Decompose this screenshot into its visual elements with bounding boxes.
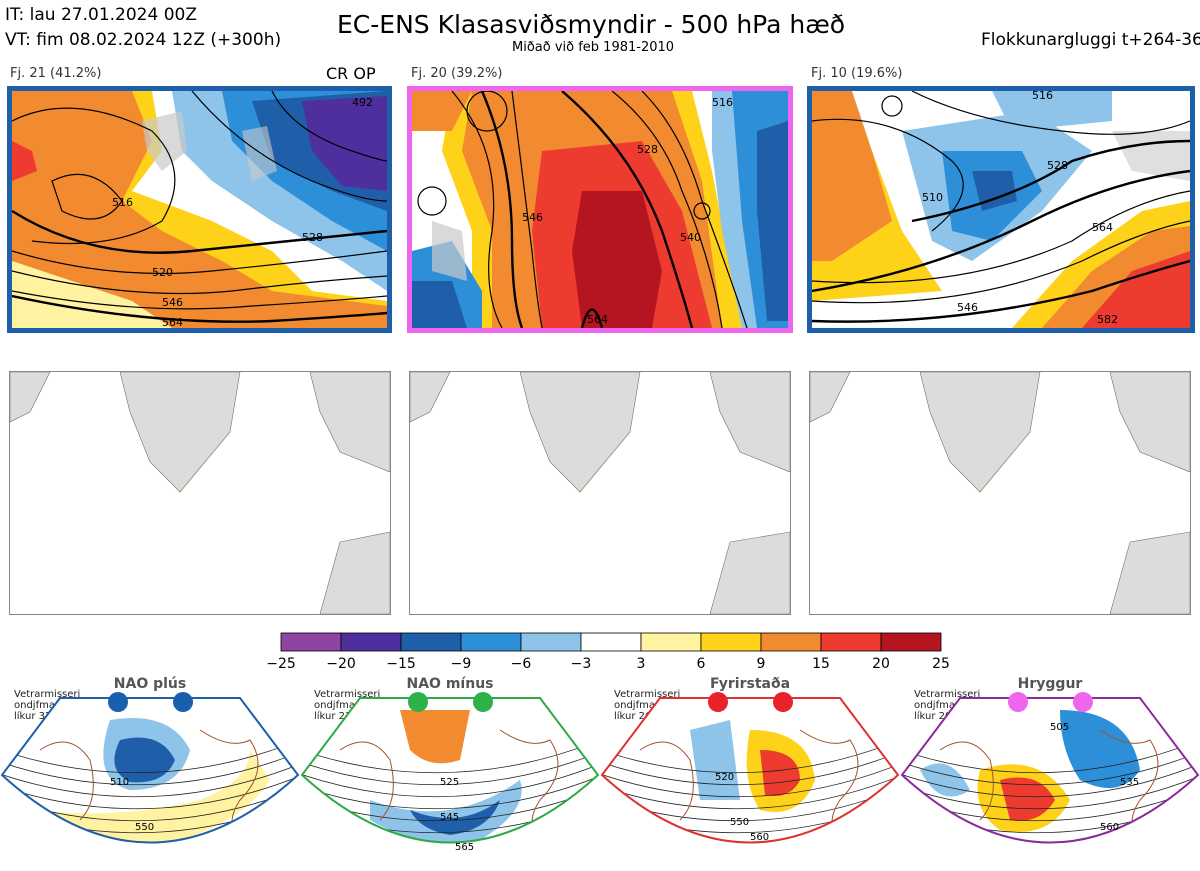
contour-label: 546 (957, 301, 978, 314)
colorbar (280, 632, 942, 652)
contour-label: 582 (1097, 313, 1118, 326)
contour-label: 528 (637, 143, 658, 156)
contour-label: 564 (162, 316, 183, 328)
contour-label: 528 (302, 231, 323, 244)
colorbar-tick-label: 6 (696, 656, 706, 672)
colorbar-tick-label: 15 (812, 656, 830, 672)
contour-label: 510 (922, 191, 943, 204)
regime-marker-dot (408, 692, 428, 712)
regime-contour-label: 550 (730, 817, 749, 828)
contour-label: 564 (587, 313, 608, 326)
regime-contour-label: 550 (135, 822, 154, 833)
colorbar-swatch (520, 632, 582, 652)
cluster-2-map: 528 546 540 564 516 (407, 86, 793, 333)
contour-label: 516 (712, 96, 733, 109)
cluster-1-tag: CR OP (326, 64, 376, 83)
colorbar-swatch (820, 632, 882, 652)
regime-description: líkur 26,1% (614, 711, 671, 722)
regime-contour-label: 545 (440, 812, 459, 823)
regime-title: Hryggur (1017, 676, 1083, 692)
regime-marker-dot (473, 692, 493, 712)
regime-description: ondjfma (914, 700, 955, 711)
regime-marker-dot (173, 692, 193, 712)
colorbar-tick-label: 25 (932, 656, 950, 672)
colorbar-swatch (400, 632, 462, 652)
regime-contour-label: 565 (455, 842, 474, 853)
colorbar-swatch (340, 632, 402, 652)
page-subtitle: Miðað við feb 1981-2010 (512, 40, 675, 55)
colorbar-tick-label: −25 (266, 656, 296, 672)
regime-description: líkur 32,3% (14, 711, 71, 722)
empty-map-3 (809, 371, 1191, 615)
empty-map-2 (409, 371, 791, 615)
colorbar-swatch (640, 632, 702, 652)
colorbar-tick-label: 9 (756, 656, 766, 672)
contour-label: 492 (352, 96, 373, 109)
valid-time: VT: fim 08.02.2024 12Z (+300h) (5, 30, 282, 50)
colorbar-tick-label: 3 (636, 656, 646, 672)
page-title: EC-ENS Klasasviðsmyndir - 500 hPa hæð (337, 10, 846, 39)
regime-description: Vetrarmisseri (914, 689, 981, 700)
colorbar-swatch (700, 632, 762, 652)
contour-label: 564 (1092, 221, 1113, 234)
cluster-2-label: Fj. 20 (39.2%) (411, 66, 503, 81)
empty-map-1 (9, 371, 391, 615)
regime-contour-label: 505 (1050, 722, 1069, 733)
colorbar-tick-label: 20 (872, 656, 890, 672)
colorbar-swatch (280, 632, 342, 652)
colorbar-tick-label: −9 (450, 656, 472, 672)
cluster-3-label: Fj. 10 (19.6%) (811, 66, 903, 81)
regime-marker-dot (108, 692, 128, 712)
regime-contour-label: 560 (750, 832, 769, 843)
regime-contour-label: 525 (440, 777, 459, 788)
regime-contour-label: 560 (1100, 822, 1119, 833)
regime-description: ondjfma (14, 700, 55, 711)
cluster-1-map: 516 528 546 564 520 492 (7, 86, 392, 333)
regime-map: 505 535 560 (900, 697, 1200, 844)
regime-description: Vetrarmisseri (314, 689, 381, 700)
colorbar-tick-label: −6 (510, 656, 532, 672)
contour-label: 516 (1032, 91, 1053, 102)
colorbar-swatch (580, 632, 642, 652)
regime-title: NAO plús (113, 676, 187, 692)
contour-label: 516 (112, 196, 133, 209)
regime-map: 525 545 565 (300, 697, 600, 853)
regime-description: líkur 20,2% (914, 711, 971, 722)
classification-window: Flokkunargluggi t+264-360 (981, 30, 1200, 50)
initial-time: IT: lau 27.01.2024 00Z (5, 5, 197, 25)
regime-description: líkur 21,4% (314, 711, 371, 722)
contour-label: 546 (162, 296, 183, 309)
regime-marker-dot (708, 692, 728, 712)
cluster-3-map: 510 528 546 564 516 582 (807, 86, 1195, 333)
colorbar-tick-label: −20 (326, 656, 356, 672)
cluster-1-label: Fj. 21 (41.2%) (10, 66, 102, 81)
colorbar-tick-label: −15 (386, 656, 416, 672)
contour-label: 528 (1047, 159, 1068, 172)
contour-label: 540 (680, 231, 701, 244)
regime-title: Fyrirstaða (709, 676, 791, 692)
regime-description: Vetrarmisseri (614, 689, 681, 700)
regime-map: 510 550 (0, 697, 300, 844)
regime-title: NAO mínus (406, 676, 494, 692)
regime-marker-dot (773, 692, 793, 712)
regime-contour-label: 520 (715, 772, 734, 783)
regime-description: Vetrarmisseri (14, 689, 81, 700)
regime-description: ondjfma (614, 700, 655, 711)
colorbar-swatch (460, 632, 522, 652)
regime-description: ondjfma (314, 700, 355, 711)
contour-label: 546 (522, 211, 543, 224)
regime-marker-dot (1008, 692, 1028, 712)
regime-contour-label: 535 (1120, 777, 1139, 788)
colorbar-swatch (760, 632, 822, 652)
contour-label: 520 (152, 266, 173, 279)
regime-marker-dot (1073, 692, 1093, 712)
regime-contour-label: 510 (110, 777, 129, 788)
colorbar-tick-label: −3 (570, 656, 592, 672)
colorbar-swatch (880, 632, 942, 652)
